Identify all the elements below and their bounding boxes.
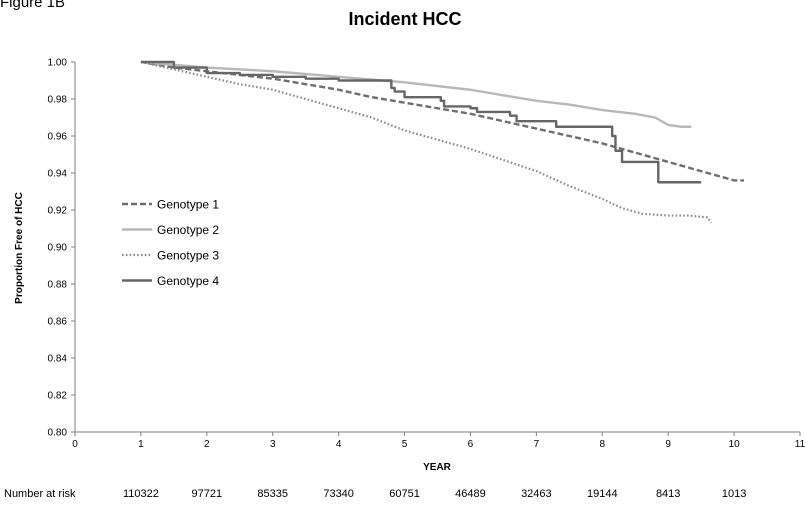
risk-count: 8413 bbox=[656, 488, 680, 500]
y-tick-label: 0.88 bbox=[48, 280, 68, 291]
series-line-4 bbox=[140, 60, 702, 184]
series-layer bbox=[140, 60, 744, 224]
x-tick-label: 11 bbox=[795, 439, 806, 450]
y-tick-label: 0.80 bbox=[48, 428, 68, 439]
y-axis-label: Proportion Free of HCC bbox=[14, 192, 25, 304]
risk-count: 19144 bbox=[587, 488, 618, 500]
y-tick-label: 1.00 bbox=[48, 58, 68, 69]
y-tick-label: 0.86 bbox=[48, 317, 68, 328]
y-tick-label: 0.94 bbox=[48, 169, 68, 180]
x-tick-label: 1 bbox=[138, 439, 144, 450]
axes: 0 1 2 3 4 5 6 7 8 9 10 11 0.80 0.82 0.84 0.86 0.88 0.90 0.… bbox=[48, 58, 806, 451]
legend-entry-1: Genotype 1 bbox=[157, 198, 219, 212]
x-tick-label: 2 bbox=[204, 439, 210, 450]
x-tick-label: 6 bbox=[468, 439, 474, 450]
legend: Genotype 1 Genotype 2 Genotype 3 Genotype 4 bbox=[122, 198, 219, 288]
x-tick-label: 4 bbox=[336, 439, 342, 450]
chart-title: Incident HCC bbox=[348, 9, 461, 29]
series-line-2 bbox=[140, 60, 692, 128]
x-axis-label: YEAR bbox=[423, 462, 452, 473]
y-tick-label: 0.98 bbox=[48, 95, 68, 106]
risk-table-label: Number at risk bbox=[4, 488, 76, 500]
x-tick-label: 9 bbox=[665, 439, 671, 450]
series-line-1 bbox=[140, 60, 744, 182]
y-tick-label: 0.84 bbox=[48, 354, 68, 365]
risk-count: 32463 bbox=[521, 488, 552, 500]
risk-count: 85335 bbox=[257, 488, 288, 500]
risk-count: 73340 bbox=[323, 488, 354, 500]
x-tick-label: 7 bbox=[534, 439, 540, 450]
legend-entry-3: Genotype 3 bbox=[157, 249, 219, 263]
risk-count: 97721 bbox=[192, 488, 223, 500]
x-tick-label: 3 bbox=[270, 439, 276, 450]
risk-count: 110322 bbox=[123, 488, 159, 500]
risk-count: 1013 bbox=[722, 488, 746, 500]
x-tick-label: 10 bbox=[729, 439, 741, 450]
x-tick-label: 0 bbox=[72, 439, 78, 450]
x-tick-label: 8 bbox=[599, 439, 605, 450]
legend-entry-4: Genotype 4 bbox=[157, 274, 219, 288]
figure-label: Figure 1B bbox=[0, 0, 66, 11]
risk-table: Number at risk 110322 97721 85335 73340 60751… bbox=[4, 488, 746, 500]
y-tick-label: 0.96 bbox=[48, 132, 68, 143]
y-tick-label: 0.90 bbox=[48, 243, 68, 254]
series-line-3 bbox=[140, 60, 712, 224]
y-tick-label: 0.92 bbox=[48, 206, 68, 217]
legend-entry-2: Genotype 2 bbox=[157, 223, 219, 237]
risk-count: 60751 bbox=[389, 488, 420, 500]
y-tick-label: 0.82 bbox=[48, 391, 68, 402]
x-tick-label: 5 bbox=[402, 439, 408, 450]
risk-count: 46489 bbox=[455, 488, 486, 500]
